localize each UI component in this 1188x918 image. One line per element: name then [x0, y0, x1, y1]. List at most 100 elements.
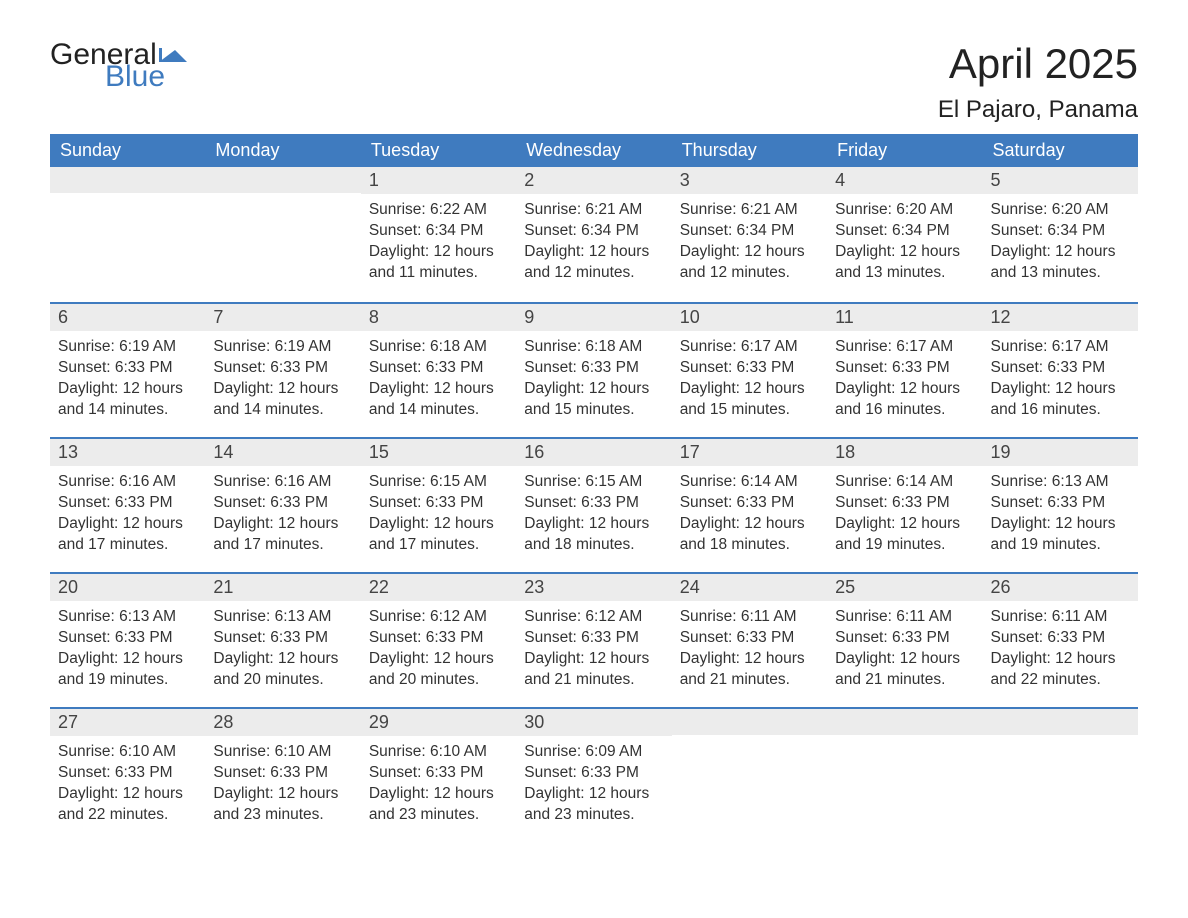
daylight-text: Daylight: 12 hours and 23 minutes.	[369, 784, 508, 826]
day-number: 9	[516, 304, 671, 331]
sunset-text: Sunset: 6:33 PM	[369, 358, 508, 379]
sunset-text: Sunset: 6:33 PM	[835, 628, 974, 649]
daylight-text: Daylight: 12 hours and 11 minutes.	[369, 242, 508, 284]
day-body: Sunrise: 6:20 AMSunset: 6:34 PMDaylight:…	[827, 194, 982, 298]
day-cell: 18Sunrise: 6:14 AMSunset: 6:33 PMDayligh…	[827, 439, 982, 572]
day-number: 23	[516, 574, 671, 601]
day-body: Sunrise: 6:21 AMSunset: 6:34 PMDaylight:…	[672, 194, 827, 298]
daylight-text: Daylight: 12 hours and 23 minutes.	[213, 784, 352, 826]
daylight-text: Daylight: 12 hours and 15 minutes.	[680, 379, 819, 421]
day-number: 10	[672, 304, 827, 331]
day-number	[827, 709, 982, 735]
daylight-text: Daylight: 12 hours and 12 minutes.	[680, 242, 819, 284]
day-number: 6	[50, 304, 205, 331]
day-number	[983, 709, 1138, 735]
sunset-text: Sunset: 6:33 PM	[524, 628, 663, 649]
sunrise-text: Sunrise: 6:20 AM	[835, 200, 974, 221]
daylight-text: Daylight: 12 hours and 18 minutes.	[524, 514, 663, 556]
daylight-text: Daylight: 12 hours and 19 minutes.	[991, 514, 1130, 556]
day-cell: 22Sunrise: 6:12 AMSunset: 6:33 PMDayligh…	[361, 574, 516, 707]
day-number: 7	[205, 304, 360, 331]
sunset-text: Sunset: 6:33 PM	[58, 493, 197, 514]
daylight-text: Daylight: 12 hours and 21 minutes.	[835, 649, 974, 691]
day-body: Sunrise: 6:11 AMSunset: 6:33 PMDaylight:…	[983, 601, 1138, 705]
sunrise-text: Sunrise: 6:13 AM	[213, 607, 352, 628]
sunrise-text: Sunrise: 6:16 AM	[213, 472, 352, 493]
sunset-text: Sunset: 6:33 PM	[680, 628, 819, 649]
sunrise-text: Sunrise: 6:14 AM	[680, 472, 819, 493]
day-cell: 1Sunrise: 6:22 AMSunset: 6:34 PMDaylight…	[361, 167, 516, 302]
day-cell: 26Sunrise: 6:11 AMSunset: 6:33 PMDayligh…	[983, 574, 1138, 707]
day-cell: 21Sunrise: 6:13 AMSunset: 6:33 PMDayligh…	[205, 574, 360, 707]
day-cell: 8Sunrise: 6:18 AMSunset: 6:33 PMDaylight…	[361, 304, 516, 437]
sunrise-text: Sunrise: 6:10 AM	[213, 742, 352, 763]
weekday-header: Tuesday	[361, 134, 516, 167]
day-number: 30	[516, 709, 671, 736]
daylight-text: Daylight: 12 hours and 20 minutes.	[213, 649, 352, 691]
logo-word2: Blue	[105, 62, 189, 92]
day-number: 5	[983, 167, 1138, 194]
day-body: Sunrise: 6:19 AMSunset: 6:33 PMDaylight:…	[205, 331, 360, 435]
sunrise-text: Sunrise: 6:18 AM	[524, 337, 663, 358]
sunrise-text: Sunrise: 6:11 AM	[680, 607, 819, 628]
day-body: Sunrise: 6:13 AMSunset: 6:33 PMDaylight:…	[983, 466, 1138, 570]
sunset-text: Sunset: 6:33 PM	[213, 493, 352, 514]
page-title: April 2025	[938, 40, 1138, 88]
day-body: Sunrise: 6:11 AMSunset: 6:33 PMDaylight:…	[672, 601, 827, 705]
day-cell: 29Sunrise: 6:10 AMSunset: 6:33 PMDayligh…	[361, 709, 516, 842]
day-body: Sunrise: 6:21 AMSunset: 6:34 PMDaylight:…	[516, 194, 671, 298]
day-body: Sunrise: 6:22 AMSunset: 6:34 PMDaylight:…	[361, 194, 516, 298]
sunset-text: Sunset: 6:33 PM	[369, 493, 508, 514]
sunrise-text: Sunrise: 6:22 AM	[369, 200, 508, 221]
day-body: Sunrise: 6:17 AMSunset: 6:33 PMDaylight:…	[983, 331, 1138, 435]
day-number: 27	[50, 709, 205, 736]
daylight-text: Daylight: 12 hours and 18 minutes.	[680, 514, 819, 556]
sunset-text: Sunset: 6:33 PM	[213, 628, 352, 649]
day-number: 24	[672, 574, 827, 601]
day-cell: 13Sunrise: 6:16 AMSunset: 6:33 PMDayligh…	[50, 439, 205, 572]
daylight-text: Daylight: 12 hours and 17 minutes.	[213, 514, 352, 556]
day-number: 22	[361, 574, 516, 601]
weekday-header: Monday	[205, 134, 360, 167]
daylight-text: Daylight: 12 hours and 17 minutes.	[58, 514, 197, 556]
sunset-text: Sunset: 6:34 PM	[991, 221, 1130, 242]
sunset-text: Sunset: 6:33 PM	[213, 763, 352, 784]
sunset-text: Sunset: 6:34 PM	[369, 221, 508, 242]
sunrise-text: Sunrise: 6:09 AM	[524, 742, 663, 763]
day-body: Sunrise: 6:10 AMSunset: 6:33 PMDaylight:…	[50, 736, 205, 840]
day-cell: 5Sunrise: 6:20 AMSunset: 6:34 PMDaylight…	[983, 167, 1138, 302]
day-number: 4	[827, 167, 982, 194]
day-number: 26	[983, 574, 1138, 601]
sunset-text: Sunset: 6:33 PM	[524, 358, 663, 379]
day-body: Sunrise: 6:12 AMSunset: 6:33 PMDaylight:…	[361, 601, 516, 705]
day-body: Sunrise: 6:13 AMSunset: 6:33 PMDaylight:…	[50, 601, 205, 705]
day-body: Sunrise: 6:15 AMSunset: 6:33 PMDaylight:…	[516, 466, 671, 570]
daylight-text: Daylight: 12 hours and 12 minutes.	[524, 242, 663, 284]
day-cell: 30Sunrise: 6:09 AMSunset: 6:33 PMDayligh…	[516, 709, 671, 842]
daylight-text: Daylight: 12 hours and 16 minutes.	[991, 379, 1130, 421]
day-body: Sunrise: 6:20 AMSunset: 6:34 PMDaylight:…	[983, 194, 1138, 298]
sunset-text: Sunset: 6:33 PM	[991, 358, 1130, 379]
sunset-text: Sunset: 6:33 PM	[991, 493, 1130, 514]
sunrise-text: Sunrise: 6:17 AM	[835, 337, 974, 358]
day-cell: 10Sunrise: 6:17 AMSunset: 6:33 PMDayligh…	[672, 304, 827, 437]
daylight-text: Daylight: 12 hours and 23 minutes.	[524, 784, 663, 826]
day-body: Sunrise: 6:14 AMSunset: 6:33 PMDaylight:…	[827, 466, 982, 570]
day-cell	[205, 167, 360, 302]
day-number: 19	[983, 439, 1138, 466]
calendar: SundayMondayTuesdayWednesdayThursdayFrid…	[50, 134, 1138, 842]
day-body: Sunrise: 6:14 AMSunset: 6:33 PMDaylight:…	[672, 466, 827, 570]
day-number: 25	[827, 574, 982, 601]
sunrise-text: Sunrise: 6:11 AM	[835, 607, 974, 628]
day-body: Sunrise: 6:17 AMSunset: 6:33 PMDaylight:…	[827, 331, 982, 435]
day-body: Sunrise: 6:09 AMSunset: 6:33 PMDaylight:…	[516, 736, 671, 840]
sunrise-text: Sunrise: 6:14 AM	[835, 472, 974, 493]
day-body: Sunrise: 6:18 AMSunset: 6:33 PMDaylight:…	[516, 331, 671, 435]
daylight-text: Daylight: 12 hours and 14 minutes.	[58, 379, 197, 421]
sunset-text: Sunset: 6:34 PM	[835, 221, 974, 242]
title-block: April 2025 El Pajaro, Panama	[938, 40, 1138, 124]
sunrise-text: Sunrise: 6:18 AM	[369, 337, 508, 358]
daylight-text: Daylight: 12 hours and 16 minutes.	[835, 379, 974, 421]
sunrise-text: Sunrise: 6:21 AM	[680, 200, 819, 221]
day-number: 29	[361, 709, 516, 736]
